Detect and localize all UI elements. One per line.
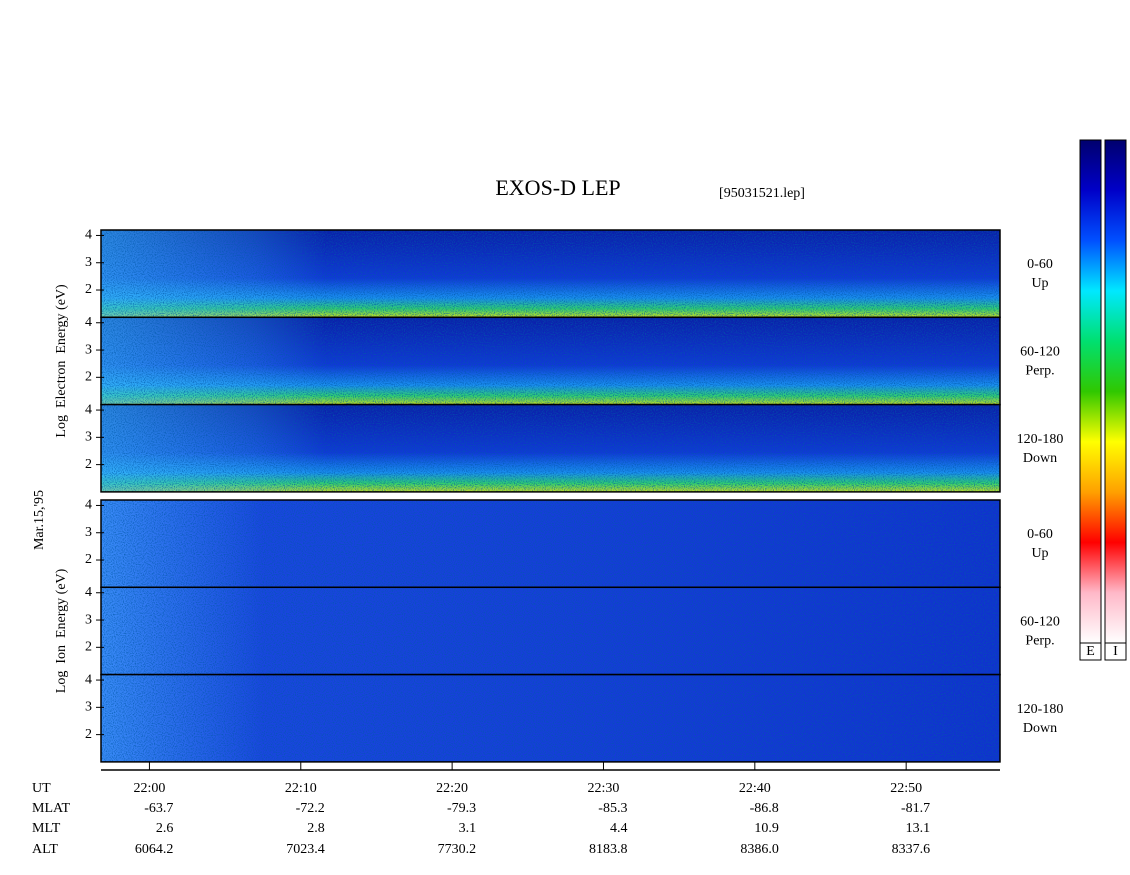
y-tick-label: 4 [85, 402, 92, 417]
y-tick-label: 4 [85, 228, 92, 243]
colorbar-label-box [1104, 642, 1127, 661]
y-tick-label: 4 [85, 672, 92, 687]
colorbar-label: E [1086, 644, 1095, 659]
ephemeris-value: 6064.2 [135, 842, 174, 857]
spectrogram-noise [101, 500, 1000, 588]
ephemeris-value: -86.8 [750, 801, 779, 816]
ephemeris-value: 13.1 [906, 821, 931, 836]
spectrogram-noise [101, 317, 1000, 405]
y-tick-label: 2 [85, 457, 92, 472]
ephemeris-label: MLT [32, 821, 61, 836]
ephemeris-value: 8337.6 [892, 842, 931, 857]
spectrogram-noise [101, 230, 1000, 318]
ephemeris-value: 2.8 [307, 821, 325, 836]
y-tick-label: 2 [85, 727, 92, 742]
spectrogram-noise [101, 404, 1000, 492]
y-tick-label: 2 [85, 640, 92, 655]
ephemeris-label: ALT [32, 842, 58, 857]
ephemeris-value: 4.4 [610, 821, 628, 836]
colorbar [1104, 139, 1127, 644]
chart-title: EXOS-D LEP [495, 175, 620, 200]
x-tick-label: 22:50 [890, 781, 922, 796]
panel-direction: Perp. [1025, 634, 1054, 649]
y-tick-label: 2 [85, 370, 92, 385]
ephemeris-value: 7023.4 [286, 842, 325, 857]
y-tick-label: 3 [85, 430, 92, 445]
ephemeris-value: 3.1 [459, 821, 477, 836]
date-label: Mar.15,'95 [32, 490, 47, 550]
panel-pitch: 120-180 [1017, 702, 1064, 717]
ephemeris-value: 2.6 [156, 821, 174, 836]
y-tick-label: 2 [85, 282, 92, 297]
ephemeris-value: 8183.8 [589, 842, 628, 857]
y-tick-label: 4 [85, 585, 92, 600]
y-tick-label: 4 [85, 315, 92, 330]
ephemeris-value: -79.3 [447, 801, 476, 816]
panel-direction: Up [1031, 546, 1048, 561]
panel-direction: Up [1031, 276, 1048, 291]
panel-pitch: 120-180 [1017, 432, 1064, 447]
ephemeris-value: -72.2 [296, 801, 325, 816]
y-axis-label: Log Electron Energy (eV) [54, 284, 69, 438]
y-tick-label: 3 [85, 255, 92, 270]
panel-direction: Down [1023, 451, 1057, 466]
panel-frame [100, 673, 1001, 763]
ephemeris-label: MLAT [32, 801, 71, 816]
spectrogram-noise [101, 587, 1000, 675]
panel-pitch: 60-120 [1020, 345, 1060, 360]
y-tick-label: 3 [85, 525, 92, 540]
y-tick-label: 4 [85, 498, 92, 513]
panel-pitch: 60-120 [1020, 615, 1060, 630]
colorbar [1079, 139, 1102, 644]
ephemeris-value: 7730.2 [438, 842, 477, 857]
colorbar-label: I [1113, 644, 1118, 659]
ephemeris-label: UT [32, 781, 51, 796]
panel-pitch: 0-60 [1027, 257, 1053, 272]
panel-direction: Down [1023, 721, 1057, 736]
y-axis-label: Log Ion Energy (eV) [54, 568, 69, 693]
y-tick-label: 3 [85, 700, 92, 715]
ephemeris-value: -85.3 [598, 801, 627, 816]
x-tick-label: 22:10 [285, 781, 317, 796]
y-tick-label: 2 [85, 552, 92, 567]
spectrogram-noise [101, 674, 1000, 762]
colorbar-label-box [1079, 642, 1102, 661]
x-tick-label: 22:40 [739, 781, 771, 796]
ephemeris-value: -63.7 [144, 801, 173, 816]
x-tick-label: 22:30 [588, 781, 620, 796]
ephemeris-value: 10.9 [754, 821, 779, 836]
ephemeris-value: 8386.0 [740, 842, 779, 857]
chart-subtitle: [95031521.lep] [719, 186, 805, 201]
y-tick-label: 3 [85, 342, 92, 357]
x-tick-label: 22:00 [133, 781, 165, 796]
x-tick-label: 22:20 [436, 781, 468, 796]
y-tick-label: 3 [85, 612, 92, 627]
panel-pitch: 0-60 [1027, 527, 1053, 542]
ephemeris-value: -81.7 [901, 801, 930, 816]
panel-frame [100, 403, 1001, 493]
panel-direction: Perp. [1025, 364, 1054, 379]
